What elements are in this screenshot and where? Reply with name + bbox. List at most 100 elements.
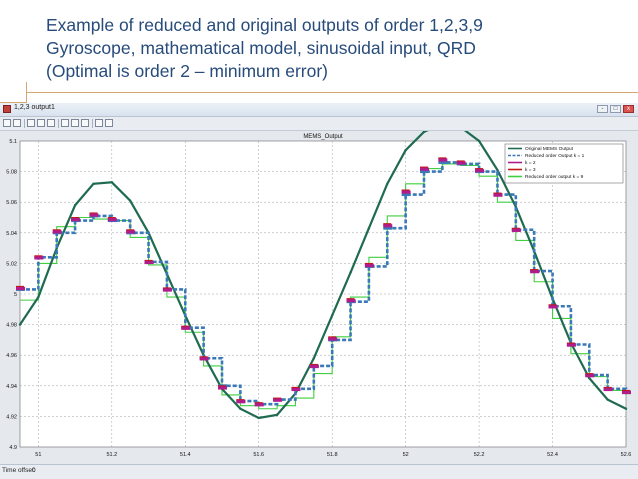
y-tick-label: 5.04 <box>6 231 17 237</box>
series-original-point <box>239 407 242 410</box>
parameters-icon[interactable] <box>95 119 103 127</box>
scope-toolbar <box>0 117 638 131</box>
series-k1-point <box>438 160 448 164</box>
time-offset-value: 0 <box>32 467 36 474</box>
series-k2-point <box>438 158 448 162</box>
y-tick-label: 5 <box>14 292 17 298</box>
title-line-3: (Optimal is order 2 – minimum error) <box>46 61 328 81</box>
slide-title: Example of reduced and original outputs … <box>46 14 626 83</box>
series-original-point <box>257 416 260 420</box>
series-k2-point <box>126 230 136 234</box>
series-k1-point <box>401 193 411 197</box>
series-k2-point <box>89 213 99 217</box>
series-original-point <box>92 182 95 186</box>
series-k2-point <box>364 263 374 268</box>
close-button[interactable]: x <box>623 105 634 113</box>
y-tick-label: 4.92 <box>6 414 17 420</box>
series-k2-point <box>144 260 154 265</box>
series-original-point <box>110 181 114 184</box>
series-k2-point <box>218 386 227 390</box>
series-k2-point <box>199 357 209 361</box>
series-k2-point <box>52 230 62 234</box>
y-axis-ticks: 4.9 4.92 4.94 4.96 4.98 5 5.02 5.04 5.06 5.08 5.1 <box>6 139 17 451</box>
status-bar: Time offset: 0 <box>0 464 638 479</box>
series-k1-point <box>420 170 429 174</box>
series-k2-point <box>162 288 172 292</box>
save-axes-icon[interactable] <box>71 119 79 127</box>
series-k2-point <box>511 228 521 232</box>
time-offset-label: Time offset: <box>2 467 36 474</box>
series-original-point <box>37 295 40 299</box>
series-k2-point <box>420 167 429 171</box>
minimize-button[interactable]: - <box>597 105 608 113</box>
series-original-point <box>606 398 609 401</box>
maximize-button[interactable]: □ <box>610 105 621 113</box>
scope-app-icon <box>3 105 11 113</box>
y-tick-label: 4.96 <box>6 353 17 359</box>
series-original-point <box>624 407 628 410</box>
series-k2-point <box>71 218 81 222</box>
y-tick-label: 5.08 <box>6 170 17 176</box>
toolbar-separator <box>58 119 59 128</box>
legend-label: Original MEMS Output <box>525 146 574 152</box>
chart-title: MEMS_Output <box>303 134 343 140</box>
x-tick-label: 52.6 <box>621 452 632 458</box>
restore-axes-icon[interactable] <box>81 119 89 127</box>
scope-window: 1,2,3 output1 - □ x MEMS_Output 51 51.2 51… <box>0 103 638 479</box>
series-k2-point <box>16 286 25 291</box>
legend-label: k = 3 <box>525 167 536 173</box>
zoom-x-icon[interactable] <box>37 119 45 127</box>
y-tick-label: 4.98 <box>6 323 17 329</box>
x-tick-label: 52.2 <box>474 452 485 458</box>
y-tick-label: 5.1 <box>9 139 17 145</box>
series-original-point <box>73 204 77 207</box>
settings-icon[interactable] <box>13 119 21 127</box>
series-k2-point <box>383 224 393 228</box>
title-line-2: Gyroscope, mathematical model, sinusoida… <box>46 38 476 58</box>
series-original-point <box>404 148 407 152</box>
x-tick-label: 51.6 <box>253 452 264 458</box>
grid-lines <box>20 140 627 448</box>
series-k2-point <box>622 390 631 395</box>
series-k2-point <box>530 270 540 274</box>
series-original-point <box>386 182 389 186</box>
series-k2-point <box>493 193 503 197</box>
autoscale-icon[interactable] <box>61 119 69 127</box>
series-k2-point <box>585 374 595 378</box>
series-original-point <box>588 376 591 380</box>
series-k2-point <box>34 256 44 260</box>
series-k2-point <box>346 299 356 303</box>
dock-icon[interactable] <box>105 119 113 127</box>
y-tick-label: 4.9 <box>9 445 17 451</box>
series-k2-point <box>328 337 338 341</box>
x-tick-label: 51.8 <box>327 452 338 458</box>
y-tick-label: 5.06 <box>6 200 17 206</box>
series-k2-point <box>475 169 485 173</box>
series-original-point <box>367 227 371 230</box>
window-titlebar[interactable]: 1,2,3 output1 - □ x <box>0 103 638 117</box>
toolbar-separator <box>24 119 25 128</box>
x-tick-label: 51.4 <box>180 452 191 458</box>
print-icon[interactable] <box>3 119 11 127</box>
series-k2-point <box>456 161 466 165</box>
series-original-point <box>18 323 22 326</box>
window-title: 1,2,3 output1 <box>14 104 55 111</box>
series-original-point <box>275 413 279 417</box>
series-k2-point <box>273 398 283 402</box>
zoom-y-icon[interactable] <box>47 119 55 127</box>
legend-label: Reduced order output k = 9 <box>525 174 584 180</box>
mems-output-chart[interactable]: MEMS_Output 51 51.2 51.4 51.6 51.8 52 52.2 52.4… <box>0 122 638 465</box>
series-k2-point <box>291 387 301 392</box>
series-k2-point <box>548 305 558 309</box>
title-accent-box <box>0 82 27 103</box>
zoom-in-icon[interactable] <box>27 119 35 127</box>
series-k2-point <box>401 190 411 194</box>
x-tick-label: 51.2 <box>106 452 117 458</box>
toolbar-separator <box>92 119 93 128</box>
y-tick-label: 4.94 <box>6 384 17 390</box>
x-tick-label: 51 <box>35 452 41 458</box>
series-k2-point <box>309 364 319 369</box>
series-k2-point <box>603 387 613 392</box>
x-tick-label: 52 <box>403 452 409 458</box>
